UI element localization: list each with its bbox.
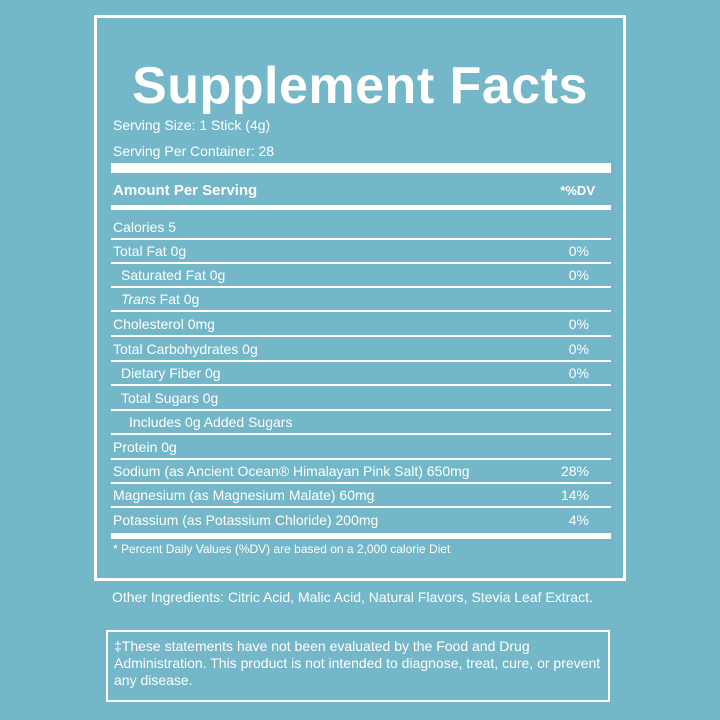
row-divider — [111, 360, 611, 362]
disclaimer-text: ‡These statements have not been evaluate… — [114, 638, 601, 688]
row-divider — [111, 310, 611, 312]
nutrient-row: Total Carbohydrates 0g 0% — [113, 338, 607, 360]
nutrient-row: Cholesterol 0mg 0% — [113, 313, 607, 335]
nutrient-name: Trans Fat 0g — [121, 288, 199, 310]
header-row: Amount Per Serving *%DV — [113, 180, 607, 202]
nutrient-name: Total Fat 0g — [113, 243, 187, 259]
trans-italic: Trans — [121, 291, 156, 307]
nutrient-row: Protein 0g — [113, 436, 607, 458]
row-divider — [111, 506, 611, 508]
nutrient-row: Includes 0g Added Sugars — [113, 411, 607, 433]
nutrient-dv: 0% — [568, 243, 589, 259]
nutrient-dv: 0% — [568, 341, 589, 357]
serving-size: Serving Size: 1 Stick (4g) — [113, 117, 271, 133]
nutrient-row: Total Fat 0g 0% — [113, 240, 607, 262]
dv-footnote: * Percent Daily Values (%DV) are based o… — [113, 542, 451, 556]
other-ingredients: Other Ingredients: Citric Acid, Malic Ac… — [112, 589, 593, 605]
nutrient-dv: 0% — [568, 365, 589, 381]
nutrient-row: Total Sugars 0g — [113, 387, 607, 409]
nutrient-row: Potassium (as Potassium Chloride) 200mg … — [113, 509, 607, 531]
nutrient-name: Protein 0g — [113, 439, 177, 455]
nutrient-name: Cholesterol 0mg — [113, 316, 215, 332]
nutrient-row: Magnesium (as Magnesium Malate) 60mg 14% — [113, 484, 607, 506]
nutrient-row: Dietary Fiber 0g 0% — [113, 362, 607, 384]
nutrient-row: Trans Fat 0g — [113, 288, 607, 310]
nutrient-name: Sodium (as Ancient Ocean® Himalayan Pink… — [113, 463, 470, 479]
amount-per-serving-label: Amount Per Serving — [113, 182, 258, 199]
row-divider — [111, 262, 611, 264]
thick-divider — [111, 163, 611, 173]
nutrient-name: Saturated Fat 0g — [121, 267, 226, 283]
row-divider — [111, 286, 611, 288]
row-divider — [111, 335, 611, 337]
nutrient-row: Calories 5 — [113, 216, 607, 238]
row-divider — [111, 458, 611, 460]
nutrient-name: Magnesium (as Magnesium Malate) 60mg — [113, 487, 375, 503]
panel-title: Supplement Facts — [132, 57, 588, 115]
dv-label: *%DV — [560, 183, 595, 198]
nutrient-dv: 14% — [560, 487, 589, 503]
header-divider — [111, 205, 611, 210]
row-divider — [111, 482, 611, 484]
nutrient-name: Includes 0g Added Sugars — [129, 414, 293, 430]
row-divider — [111, 384, 611, 386]
nutrient-dv: 4% — [568, 512, 589, 528]
nutrient-name: Potassium (as Potassium Chloride) 200mg — [113, 512, 379, 528]
nutrient-name: Dietary Fiber 0g — [121, 365, 221, 381]
supplement-facts-panel: Supplement Facts Serving Size: 1 Stick (… — [94, 15, 626, 581]
servings-per-container: Serving Per Container: 28 — [113, 143, 275, 159]
row-divider — [111, 433, 611, 435]
row-divider — [111, 238, 611, 240]
nutrient-name: Calories 5 — [113, 219, 177, 235]
trans-rest: Fat 0g — [155, 291, 200, 307]
bottom-divider — [111, 533, 611, 539]
nutrient-dv: 28% — [560, 463, 589, 479]
nutrient-name: Total Carbohydrates 0g — [113, 341, 258, 357]
nutrient-dv: 0% — [568, 316, 589, 332]
row-divider — [111, 409, 611, 411]
nutrient-row: Sodium (as Ancient Ocean® Himalayan Pink… — [113, 460, 607, 482]
nutrient-dv: 0% — [568, 267, 589, 283]
nutrient-row: Saturated Fat 0g 0% — [113, 264, 607, 286]
nutrient-name: Total Sugars 0g — [121, 390, 219, 406]
fda-disclaimer: ‡These statements have not been evaluate… — [106, 630, 610, 702]
